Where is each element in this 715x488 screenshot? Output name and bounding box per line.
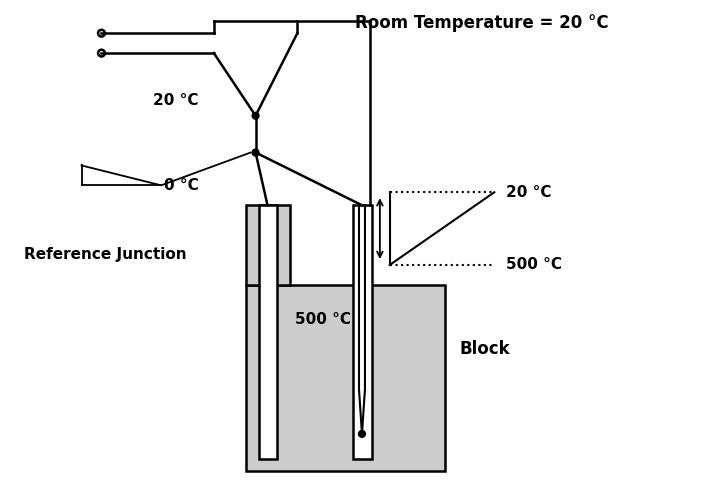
Circle shape: [252, 149, 259, 156]
Bar: [246, 205, 290, 285]
Circle shape: [359, 430, 365, 437]
Text: 500 °C: 500 °C: [295, 312, 351, 327]
Text: Room Temperature = 20 °C: Room Temperature = 20 °C: [355, 14, 608, 32]
Text: 20 °C: 20 °C: [506, 185, 552, 200]
Circle shape: [252, 112, 259, 119]
Text: 500 °C: 500 °C: [506, 257, 562, 272]
Text: 20 °C: 20 °C: [153, 93, 199, 108]
Text: 0 °C: 0 °C: [164, 178, 199, 193]
Bar: [353, 205, 372, 459]
Bar: [259, 205, 277, 459]
Text: Reference Junction: Reference Junction: [24, 247, 187, 263]
Bar: [246, 285, 445, 471]
Text: Block: Block: [460, 341, 510, 358]
